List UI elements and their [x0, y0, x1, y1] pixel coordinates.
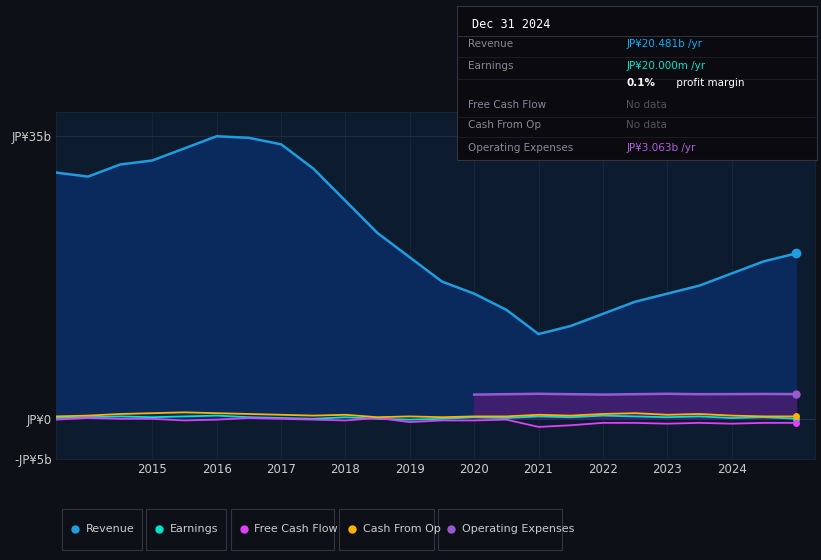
Text: Dec 31 2024: Dec 31 2024 [472, 18, 550, 31]
Text: 0.1%: 0.1% [626, 78, 655, 88]
Text: JP¥3.063b /yr: JP¥3.063b /yr [626, 143, 695, 153]
Text: Cash From Op: Cash From Op [363, 524, 441, 534]
Text: JP¥20.481b /yr: JP¥20.481b /yr [626, 39, 702, 49]
Text: Free Cash Flow: Free Cash Flow [255, 524, 338, 534]
Text: Earnings: Earnings [170, 524, 218, 534]
Text: Revenue: Revenue [468, 39, 513, 49]
Text: Revenue: Revenue [85, 524, 134, 534]
Text: JP¥20.000m /yr: JP¥20.000m /yr [626, 61, 705, 71]
Text: Cash From Op: Cash From Op [468, 120, 541, 129]
Text: Operating Expenses: Operating Expenses [468, 143, 573, 153]
Text: Free Cash Flow: Free Cash Flow [468, 100, 546, 110]
Text: profit margin: profit margin [673, 78, 745, 88]
Text: No data: No data [626, 120, 667, 129]
Text: No data: No data [626, 100, 667, 110]
Text: Operating Expenses: Operating Expenses [462, 524, 575, 534]
Text: Earnings: Earnings [468, 61, 514, 71]
